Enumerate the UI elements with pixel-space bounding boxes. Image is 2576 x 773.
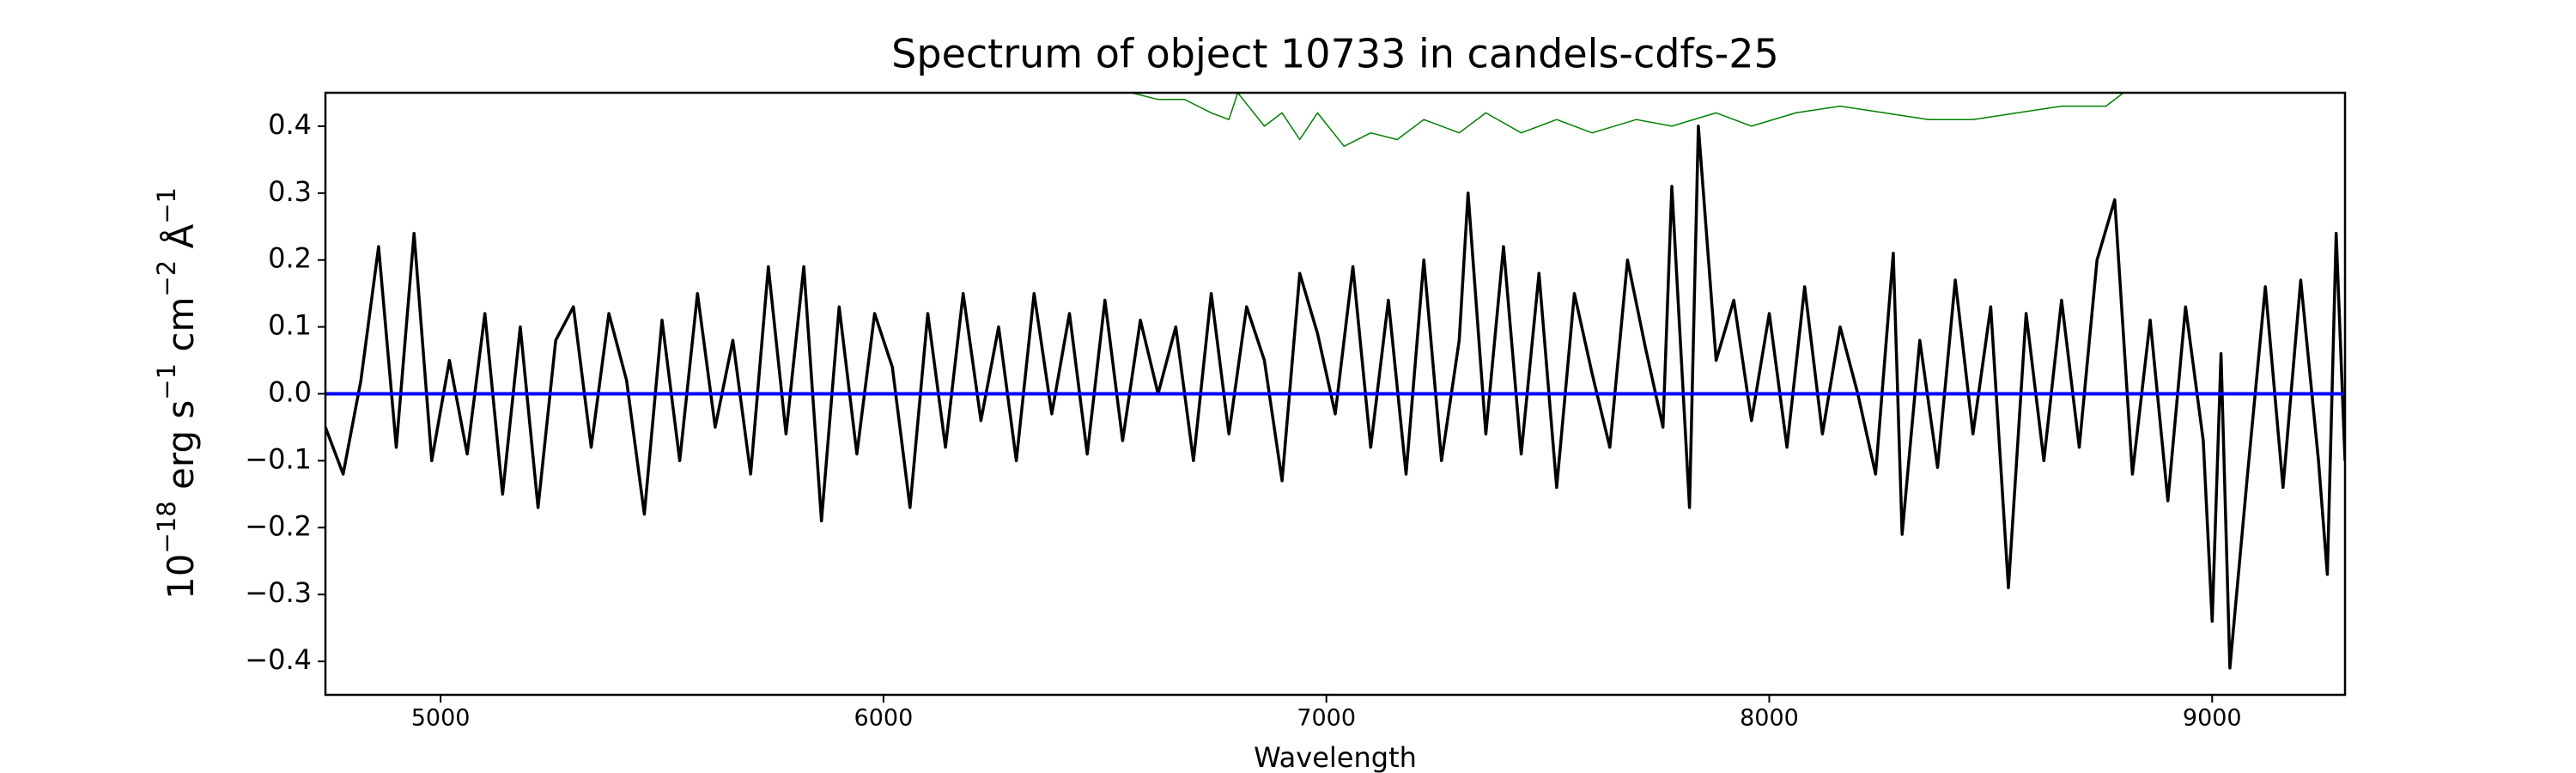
y-tick-label: −0.1 <box>245 442 312 475</box>
y-tick-label: −0.3 <box>245 576 312 609</box>
y-axis-label-part: erg s <box>160 400 202 502</box>
y-axis-label-part: −18 <box>152 501 181 553</box>
y-tick-label: 0.4 <box>268 108 312 141</box>
x-tick-label: 5000 <box>411 705 471 732</box>
y-axis-label-part: −1 <box>152 363 181 400</box>
plot-area <box>325 93 2345 670</box>
y-tick-label: −0.4 <box>245 643 312 676</box>
y-axis-label-part: 10 <box>160 554 202 600</box>
y-axis-label-part: −2 <box>152 260 181 297</box>
x-tick-label: 9000 <box>2183 705 2242 732</box>
x-axis-label: Wavelength <box>1254 741 1417 773</box>
y-tick-label: 0.2 <box>268 242 312 275</box>
spectrum-line <box>325 125 2345 670</box>
y-tick-label: −0.2 <box>245 509 312 542</box>
y-tick-label: 0.3 <box>268 175 312 208</box>
y-tick-label: 0.1 <box>268 309 312 342</box>
y-axis-label-part: Å <box>159 224 202 260</box>
chart-title: Spectrum of object 10733 in candels-cdfs… <box>891 31 1779 77</box>
x-tick-label: 7000 <box>1297 705 1356 732</box>
y-tick-label: 0.0 <box>268 376 312 409</box>
y-axis-label: 10−18 erg s−1 cm−2 Å−1 <box>152 187 202 600</box>
spectrum-line <box>1131 93 2124 148</box>
y-axis-label-part: cm <box>160 297 202 363</box>
x-tick-label: 8000 <box>1740 705 1799 732</box>
y-axis-label-part: −1 <box>152 187 181 224</box>
x-tick-label: 6000 <box>854 705 914 732</box>
